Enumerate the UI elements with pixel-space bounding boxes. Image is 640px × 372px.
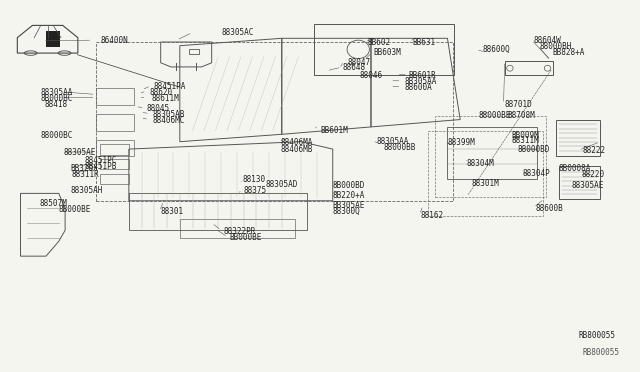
Bar [96, 114, 134, 131]
Text: 88220: 88220 [581, 170, 604, 179]
Text: 88000BE: 88000BE [478, 110, 511, 120]
Text: 88305AA: 88305AA [376, 137, 408, 146]
Bar [180, 219, 294, 238]
Text: 88162: 88162 [420, 211, 444, 220]
Text: 88451PC: 88451PC [84, 155, 116, 165]
Text: 88418: 88418 [45, 100, 68, 109]
Text: 88620: 88620 [149, 88, 172, 97]
Text: 88600Q: 88600Q [483, 45, 510, 54]
Text: 88322PR: 88322PR [223, 227, 255, 235]
Bar [100, 159, 129, 169]
Text: 88000BD: 88000BD [518, 145, 550, 154]
Text: 88300Q: 88300Q [333, 206, 360, 216]
Text: 88000BH: 88000BH [540, 42, 572, 51]
Bar [505, 61, 552, 75]
Text: BB601R: BB601R [408, 71, 436, 80]
Bar [556, 119, 600, 157]
Text: 88701D: 88701D [505, 100, 532, 109]
Text: 8B000BD: 8B000BD [333, 182, 365, 190]
Text: 88130: 88130 [243, 175, 266, 184]
Text: BB631: BB631 [412, 38, 436, 46]
Text: 88301M: 88301M [472, 179, 499, 187]
Text: 88311M: 88311M [511, 137, 539, 145]
Text: 88648: 88648 [342, 63, 365, 72]
Text: BB603M: BB603M [373, 48, 401, 57]
Bar [96, 140, 134, 157]
Text: BB000BE: BB000BE [230, 233, 262, 242]
Bar [96, 42, 452, 201]
Text: 88600B: 88600B [536, 203, 563, 213]
Text: 88222: 88222 [582, 147, 605, 155]
Text: BB305AE: BB305AE [333, 201, 365, 210]
Text: BB602: BB602 [368, 38, 391, 46]
Text: 88304M: 88304M [467, 159, 494, 169]
Text: 8B220+A: 8B220+A [333, 191, 365, 200]
Text: 88000BC: 88000BC [41, 131, 73, 140]
Text: 88305AB: 88305AB [152, 110, 185, 119]
Text: BB009M: BB009M [511, 131, 539, 140]
Bar [96, 88, 134, 105]
Text: 88305AE: 88305AE [64, 148, 96, 157]
Text: 88399M: 88399M [447, 138, 475, 147]
Text: 88305AD: 88305AD [266, 180, 298, 189]
Text: 88507M: 88507M [40, 199, 67, 208]
Text: 8B305AA: 8B305AA [404, 77, 436, 86]
Text: 88305AA: 88305AA [41, 88, 73, 97]
Text: 88305AC: 88305AC [221, 28, 253, 37]
Bar [129, 193, 307, 230]
Text: 88305AH: 88305AH [70, 186, 102, 195]
Text: RB800055: RB800055 [582, 348, 620, 357]
Bar [189, 49, 199, 54]
Text: 88047: 88047 [348, 58, 371, 67]
Bar [559, 166, 600, 199]
Text: 88304P: 88304P [523, 169, 550, 177]
Bar [435, 116, 546, 197]
Text: 88708M: 88708M [508, 110, 536, 120]
Text: BB320X: BB320X [70, 164, 98, 173]
Text: 88611M: 88611M [151, 94, 179, 103]
Text: BB601M: BB601M [320, 126, 348, 135]
Bar [428, 131, 543, 215]
Text: 88406MB: 88406MB [280, 145, 313, 154]
Text: 88305AE: 88305AE [572, 182, 604, 190]
Text: 88604W: 88604W [534, 36, 561, 45]
Text: 88301: 88301 [161, 207, 184, 217]
Bar [314, 23, 454, 75]
Text: BB828+A: BB828+A [552, 48, 585, 57]
Bar [100, 174, 129, 184]
Text: 86400N: 86400N [100, 36, 128, 45]
Text: 8B000BC: 8B000BC [41, 94, 73, 103]
Text: 88045: 88045 [147, 104, 170, 113]
Text: 8B0008A: 8B0008A [559, 164, 591, 173]
Text: 88375: 88375 [244, 186, 267, 195]
Text: 88451PB: 88451PB [84, 161, 116, 170]
Text: 88451PA: 88451PA [153, 82, 186, 91]
Text: 88000BB: 88000BB [384, 143, 416, 152]
Bar [100, 144, 129, 155]
Text: 8B000BE: 8B000BE [59, 205, 91, 214]
Text: RB800055: RB800055 [578, 331, 615, 340]
Text: 88046: 88046 [360, 71, 383, 80]
Text: 88600A: 88600A [404, 83, 432, 92]
Bar [46, 31, 60, 47]
Text: 88406MA: 88406MA [280, 138, 313, 147]
Text: 88406MC: 88406MC [152, 116, 185, 125]
Text: 88311R: 88311R [72, 170, 99, 179]
